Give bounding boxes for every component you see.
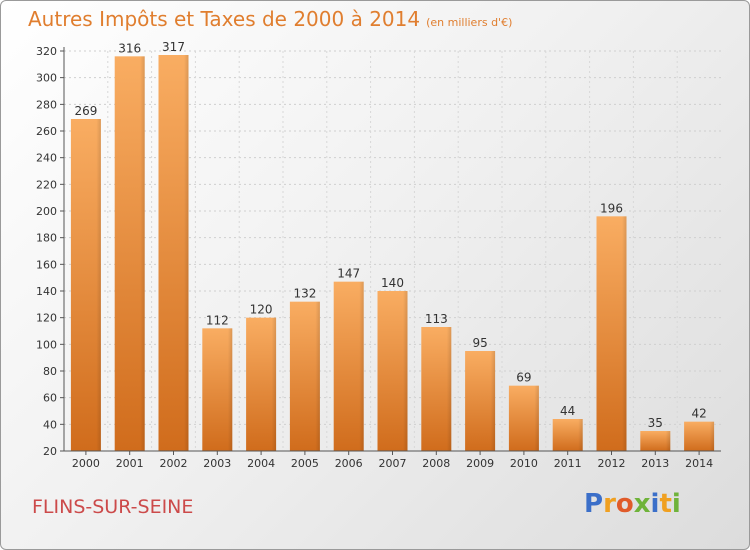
bar-value-label: 147 [337, 267, 360, 281]
bar-value-label: 316 [118, 41, 141, 55]
bar-value-label: 44 [560, 404, 575, 418]
bar-value-label: 132 [293, 287, 316, 301]
bar-value-label: 269 [74, 104, 97, 118]
y-tick-label: 120 [36, 312, 57, 325]
y-tick-label: 160 [36, 258, 57, 271]
y-tick-label: 260 [36, 125, 57, 138]
bar-shade [552, 419, 583, 451]
bar-value-label: 35 [648, 416, 663, 430]
x-tick-label: 2008 [422, 457, 450, 470]
bar-value-label: 69 [516, 371, 531, 385]
chart-title: Autres Impôts et Taxes de 2000 à 2014 (en… [28, 7, 512, 31]
bar-shade [377, 291, 408, 451]
x-tick-label: 2012 [598, 457, 626, 470]
subtitle-text: (en milliers d'€) [426, 16, 513, 29]
bar-shade [421, 327, 452, 451]
bar-value-label: 42 [691, 407, 706, 421]
x-tick-label: 2006 [335, 457, 363, 470]
bar-shade [596, 216, 627, 451]
x-tick-label: 2013 [641, 457, 669, 470]
bar-shade [333, 281, 364, 451]
bar-shade [465, 351, 496, 451]
x-tick-label: 2004 [247, 457, 275, 470]
y-tick-label: 320 [36, 45, 57, 58]
bar-shade [289, 301, 320, 451]
bar-value-label: 317 [162, 40, 185, 54]
bar-shade [508, 385, 539, 451]
x-tick-label: 2011 [554, 457, 582, 470]
x-tick-label: 2009 [466, 457, 494, 470]
bar-value-label: 120 [250, 303, 273, 317]
x-tick-label: 2014 [685, 457, 713, 470]
x-tick-label: 2000 [72, 457, 100, 470]
y-tick-label: 240 [36, 152, 57, 165]
bar-shade [70, 119, 101, 451]
bar-shade [246, 317, 277, 451]
y-tick-label: 200 [36, 205, 57, 218]
y-tick-label: 20 [43, 445, 57, 458]
commune-name: FLINS-SUR-SEINE [32, 496, 194, 518]
y-tick-label: 60 [43, 392, 57, 405]
bar-shade [202, 328, 233, 451]
x-tick-label: 2003 [203, 457, 231, 470]
y-tick-label: 300 [36, 72, 57, 85]
bar-shade [114, 56, 145, 451]
x-tick-label: 2005 [291, 457, 319, 470]
bar-value-label: 95 [472, 336, 487, 350]
y-tick-label: 280 [36, 98, 57, 111]
bar-value-label: 196 [600, 201, 623, 215]
x-tick-label: 2002 [160, 457, 188, 470]
y-tick-label: 180 [36, 232, 57, 245]
bar-value-label: 140 [381, 276, 404, 290]
x-tick-label: 2010 [510, 457, 538, 470]
y-tick-label: 100 [36, 338, 57, 351]
bar-shade [158, 55, 189, 451]
bar-shade [684, 421, 715, 451]
x-tick-label: 2001 [116, 457, 144, 470]
bar-value-label: 112 [206, 313, 229, 327]
bar-value-label: 113 [425, 312, 448, 326]
x-tick-label: 2007 [379, 457, 407, 470]
y-tick-label: 80 [43, 365, 57, 378]
bar-shade [640, 431, 671, 451]
y-tick-label: 40 [43, 418, 57, 431]
title-text: Autres Impôts et Taxes de 2000 à 2014 [28, 7, 421, 31]
y-tick-label: 220 [36, 178, 57, 191]
proxiti-logo: Proxiti [584, 489, 681, 519]
y-tick-label: 140 [36, 285, 57, 298]
